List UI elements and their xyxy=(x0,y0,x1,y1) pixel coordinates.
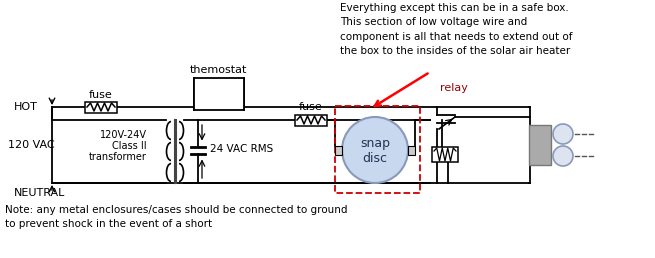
Circle shape xyxy=(342,117,408,183)
Text: Note: any metal enclosures/cases should be connected to ground
to prevent shock : Note: any metal enclosures/cases should … xyxy=(5,205,348,229)
Bar xyxy=(295,115,327,125)
Bar xyxy=(335,106,420,193)
Text: Everything except this can be in a safe box.
This section of low voltage wire an: Everything except this can be in a safe … xyxy=(340,3,572,56)
Text: fuse: fuse xyxy=(89,90,113,100)
Bar xyxy=(85,101,117,112)
Text: 120V-24V: 120V-24V xyxy=(100,130,147,140)
Bar xyxy=(335,146,342,155)
Bar xyxy=(194,78,244,110)
Circle shape xyxy=(553,124,573,144)
Text: fuse: fuse xyxy=(299,102,323,112)
Text: relay: relay xyxy=(440,83,468,93)
Text: 120 VAC: 120 VAC xyxy=(8,140,54,150)
Text: themostat: themostat xyxy=(189,65,247,75)
Circle shape xyxy=(553,146,573,166)
Bar xyxy=(408,146,415,155)
Text: disc: disc xyxy=(362,151,388,165)
Bar xyxy=(529,125,551,165)
Text: transformer: transformer xyxy=(89,152,147,162)
Text: Class II: Class II xyxy=(113,141,147,151)
Text: snap: snap xyxy=(360,138,390,150)
Text: 24 VAC RMS: 24 VAC RMS xyxy=(210,144,273,155)
Bar xyxy=(432,147,458,162)
Text: HOT: HOT xyxy=(14,102,38,112)
Text: NEUTRAL: NEUTRAL xyxy=(14,188,66,198)
